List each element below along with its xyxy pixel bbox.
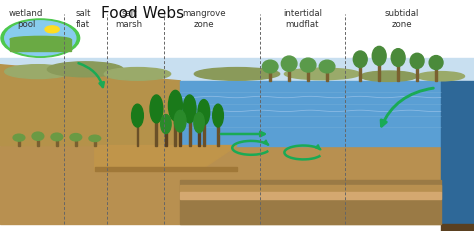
- Bar: [307, 71, 309, 81]
- Ellipse shape: [47, 62, 123, 77]
- Bar: [165, 132, 167, 146]
- Bar: [75, 140, 77, 146]
- Ellipse shape: [183, 95, 196, 123]
- Polygon shape: [441, 81, 474, 224]
- Bar: [203, 122, 205, 146]
- Bar: [37, 140, 39, 146]
- Ellipse shape: [262, 60, 278, 73]
- Bar: [18, 141, 20, 146]
- Polygon shape: [10, 39, 71, 51]
- Ellipse shape: [161, 115, 171, 134]
- Ellipse shape: [198, 100, 210, 125]
- Bar: [416, 67, 418, 81]
- Bar: [288, 70, 290, 81]
- Ellipse shape: [32, 132, 44, 140]
- Polygon shape: [0, 65, 180, 146]
- Ellipse shape: [429, 56, 443, 70]
- Bar: [56, 140, 58, 146]
- Bar: [94, 141, 96, 146]
- Ellipse shape: [281, 56, 297, 71]
- Bar: [378, 64, 380, 81]
- Ellipse shape: [89, 135, 100, 142]
- Ellipse shape: [10, 36, 71, 42]
- Ellipse shape: [417, 72, 465, 81]
- Ellipse shape: [391, 49, 405, 67]
- Circle shape: [1, 19, 80, 57]
- Ellipse shape: [5, 65, 71, 79]
- Bar: [174, 118, 176, 146]
- Polygon shape: [95, 146, 237, 171]
- Ellipse shape: [150, 95, 163, 123]
- Text: salt
marsh: salt marsh: [115, 9, 143, 29]
- Ellipse shape: [213, 104, 223, 127]
- Bar: [359, 66, 361, 81]
- Polygon shape: [95, 167, 237, 171]
- Circle shape: [5, 21, 76, 55]
- Bar: [217, 125, 219, 146]
- Ellipse shape: [410, 53, 424, 69]
- Ellipse shape: [301, 58, 316, 72]
- Bar: [189, 120, 191, 146]
- Ellipse shape: [104, 67, 171, 80]
- Ellipse shape: [174, 110, 186, 132]
- Polygon shape: [180, 185, 441, 192]
- Ellipse shape: [70, 134, 82, 141]
- Bar: [397, 65, 399, 81]
- Circle shape: [45, 26, 59, 33]
- Text: mangrove
zone: mangrove zone: [182, 9, 226, 29]
- Text: wetland
pool: wetland pool: [9, 9, 43, 29]
- Ellipse shape: [194, 67, 280, 80]
- Ellipse shape: [284, 68, 360, 80]
- Polygon shape: [180, 180, 441, 224]
- Ellipse shape: [13, 134, 25, 141]
- Polygon shape: [180, 192, 441, 199]
- Ellipse shape: [168, 90, 182, 121]
- Bar: [137, 125, 138, 146]
- Polygon shape: [0, 146, 441, 224]
- Ellipse shape: [360, 71, 417, 81]
- Ellipse shape: [51, 133, 63, 141]
- Polygon shape: [441, 224, 474, 231]
- Bar: [198, 131, 200, 146]
- Text: Food Webs: Food Webs: [100, 6, 184, 21]
- Bar: [435, 68, 437, 81]
- Bar: [0, 58, 474, 146]
- Text: salt
flat: salt flat: [75, 9, 91, 29]
- Text: intertidal
mudflat: intertidal mudflat: [283, 9, 322, 29]
- Ellipse shape: [132, 104, 143, 127]
- Bar: [179, 131, 181, 146]
- Text: subtidal
zone: subtidal zone: [385, 9, 419, 29]
- Bar: [326, 72, 328, 81]
- Ellipse shape: [194, 112, 204, 133]
- Ellipse shape: [353, 51, 367, 67]
- Bar: [155, 120, 157, 146]
- Polygon shape: [180, 81, 441, 146]
- Ellipse shape: [372, 46, 386, 65]
- Ellipse shape: [319, 60, 335, 73]
- Bar: [269, 72, 271, 81]
